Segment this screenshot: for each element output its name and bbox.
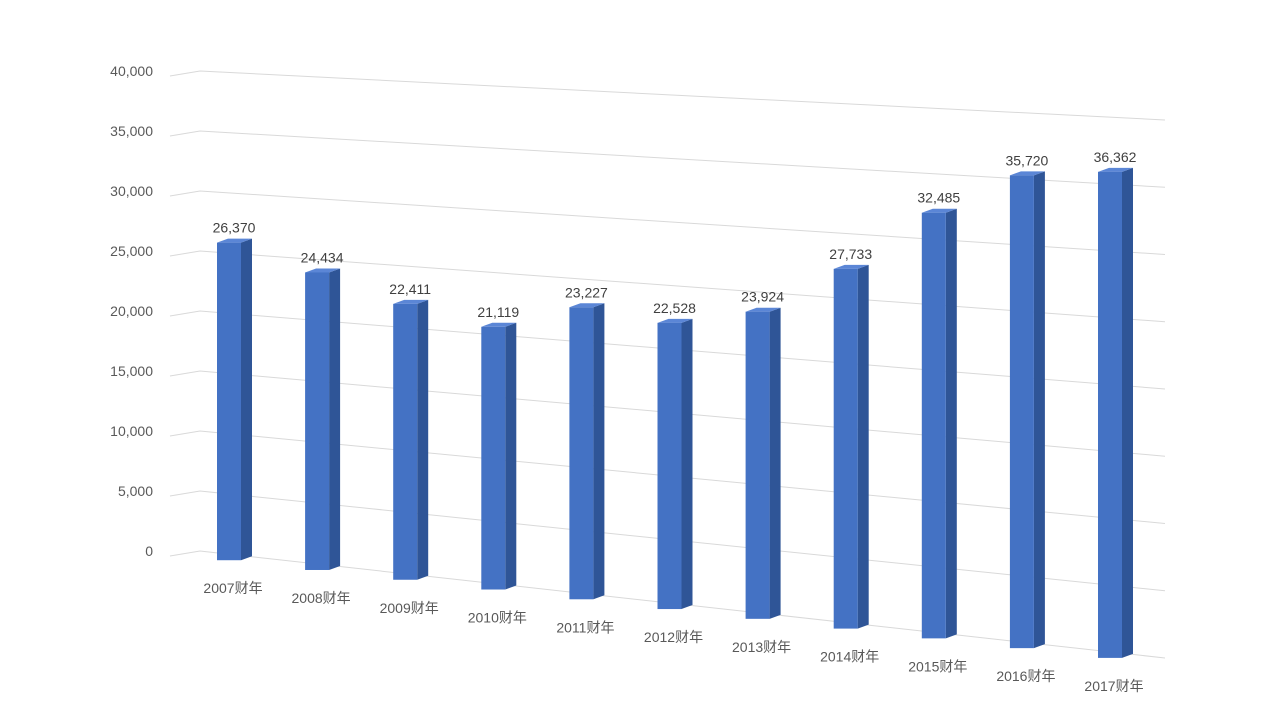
bar-top	[217, 238, 252, 243]
bar-side	[329, 268, 341, 570]
bar-front	[217, 242, 241, 561]
y-tick-label: 30,000	[110, 183, 153, 199]
y-tick-label: 5,000	[118, 483, 153, 499]
bar-side	[769, 307, 781, 619]
bar-front	[305, 272, 330, 570]
data-label: 36,362	[1094, 149, 1137, 165]
y-tick-label: 25,000	[110, 243, 153, 259]
bar	[569, 303, 605, 600]
x-tick-label: 2013财年	[732, 639, 791, 655]
data-label: 22,411	[389, 281, 431, 297]
bar	[833, 264, 869, 629]
gridline	[169, 70, 1166, 121]
bar-top	[393, 299, 429, 304]
bar-front	[1098, 171, 1122, 658]
x-tick-label: 2012财年	[644, 629, 703, 645]
bar	[657, 318, 693, 610]
data-label: 24,434	[301, 249, 344, 265]
y-tick-label: 40,000	[110, 63, 153, 79]
bar-top	[305, 268, 341, 273]
x-tick-label: 2008财年	[292, 590, 351, 606]
bar-top	[745, 307, 781, 312]
bar-front	[393, 303, 418, 580]
x-tick-label: 2010财年	[468, 610, 527, 626]
bar	[921, 208, 957, 639]
bar-side	[1122, 167, 1133, 658]
bar-front	[569, 307, 594, 600]
bar-side	[857, 264, 869, 629]
bar-side	[593, 303, 605, 600]
y-tick-label: 35,000	[110, 123, 153, 139]
x-tick-label: 2011财年	[556, 619, 614, 635]
bar-side	[241, 238, 252, 561]
bar-side	[945, 208, 957, 639]
bar	[1009, 171, 1045, 649]
data-labels: 26,370 24,434 22,411 21,119 23,227 22,528 23,9…	[213, 149, 1137, 320]
gridline	[169, 190, 1166, 255]
data-label: 21,119	[477, 304, 519, 320]
bar	[745, 307, 781, 619]
bars	[217, 167, 1133, 658]
x-tick-label: 2017财年	[1084, 678, 1143, 694]
bar	[481, 322, 517, 590]
bar-top	[1098, 167, 1133, 172]
data-label: 22,528	[653, 300, 696, 316]
y-axis-tick-labels: 0 5,000 10,000 15,000 20,000 25,000 30,000 35,0…	[110, 63, 153, 559]
bar-top	[1009, 171, 1045, 176]
bar	[1098, 167, 1133, 658]
bar-side	[417, 299, 429, 580]
x-tick-label: 2007财年	[203, 580, 262, 596]
x-tick-label: 2015财年	[908, 658, 967, 674]
bar-side	[681, 318, 693, 610]
y-tick-label: 20,000	[110, 303, 153, 319]
bar-front	[833, 268, 858, 629]
bar-side	[1033, 171, 1045, 649]
bar-front	[1009, 175, 1034, 649]
bar-front	[657, 322, 682, 610]
y-tick-label: 15,000	[110, 363, 153, 379]
x-tick-label: 2016财年	[996, 668, 1055, 684]
gridlines	[169, 70, 1166, 659]
x-tick-label: 2009财年	[380, 600, 439, 616]
gridline	[169, 130, 1166, 188]
bar	[217, 238, 252, 561]
bar-top	[921, 208, 957, 213]
bar	[393, 299, 429, 580]
data-label: 23,227	[565, 284, 608, 300]
bar-front	[745, 311, 770, 619]
data-label: 32,485	[917, 190, 960, 206]
data-label: 27,733	[829, 246, 872, 262]
x-axis-tick-labels: 2007财年 2008财年 2009财年 2010财年 2011财年 2012财年 2013…	[203, 580, 1143, 694]
bar-front	[921, 212, 946, 639]
data-label: 26,370	[213, 220, 256, 236]
y-tick-label: 10,000	[110, 423, 153, 439]
bar-top	[481, 322, 517, 327]
data-label: 35,720	[1005, 152, 1048, 168]
bar	[305, 268, 341, 570]
bar-top	[569, 303, 605, 308]
y-tick-label: 0	[145, 543, 153, 559]
bar-top	[657, 318, 693, 323]
x-tick-label: 2014财年	[820, 649, 879, 665]
data-label: 23,924	[741, 289, 784, 305]
bar-side	[505, 322, 517, 590]
bar-top	[833, 264, 869, 269]
bar-front	[481, 326, 506, 590]
